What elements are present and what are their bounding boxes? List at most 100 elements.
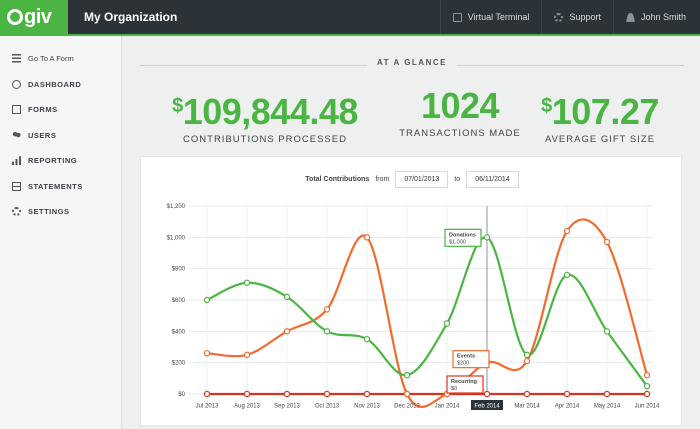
data-point-events [643, 371, 651, 379]
sidebar-item-label: USERS [28, 130, 57, 140]
data-point-recurring [483, 390, 491, 398]
to-label: to [454, 176, 461, 183]
sidebar-item-dashboard[interactable]: DASHBOARD [0, 72, 121, 98]
y-tick-label: $200 [172, 361, 186, 367]
x-tick-label: Mar 2014 [514, 404, 540, 410]
series-line-donations [206, 236, 648, 387]
data-point-recurring [323, 390, 331, 398]
y-tick-label: $0 [178, 392, 185, 398]
sidebar-item-go-to-form[interactable]: Go To A Form [0, 46, 121, 72]
menu-icon [12, 54, 21, 64]
tooltip-value: $1,000 [449, 239, 466, 245]
sidebar-item-label: FORMS [28, 105, 58, 115]
data-point-events [203, 350, 211, 357]
settings-icon [12, 207, 21, 217]
sidebar: Go To A Form DASHBOARD FORMS USERS REPOR… [0, 36, 122, 429]
from-date-input[interactable]: 07/01/2013 [395, 171, 449, 188]
qgiv-logo[interactable]: giv [0, 0, 68, 34]
data-point-recurring [363, 390, 371, 398]
currency-symbol: $ [541, 95, 552, 117]
data-point-recurring [643, 390, 651, 398]
data-point-recurring [243, 390, 251, 398]
date-range-filter: Total Contributions from 07/01/2013 to 0… [141, 171, 683, 188]
data-point-donations [283, 293, 291, 301]
logo-mark-icon [7, 9, 23, 25]
user-icon [625, 12, 635, 22]
stat-label: TRANSACTIONS MADE [399, 128, 521, 139]
section-title: AT A GLANCE [367, 58, 457, 67]
x-tick-label: Jan 2014 [435, 404, 460, 410]
data-point-events [283, 328, 291, 335]
tooltip-recurring [446, 375, 484, 394]
forms-icon [12, 105, 21, 115]
tooltip-value: $0 [451, 386, 457, 392]
nav-virtual-terminal[interactable]: Virtual Terminal [439, 0, 542, 34]
nav-user-menu[interactable]: John Smith [612, 0, 700, 34]
sidebar-item-forms[interactable]: FORMS [0, 97, 121, 123]
statements-icon [12, 181, 21, 191]
series-line-events [206, 218, 649, 408]
sidebar-item-settings[interactable]: SETTINGS [0, 199, 121, 225]
data-point-donations [523, 351, 531, 359]
data-point-recurring [603, 390, 611, 398]
sidebar-item-label: SETTINGS [28, 207, 70, 217]
sidebar-item-statements[interactable]: STATEMENTS [0, 174, 121, 200]
header-accent-line [0, 34, 700, 36]
nav-label: Virtual Terminal [467, 12, 530, 22]
x-tick-label: Aug 2013 [234, 404, 260, 410]
contributions-chart-card: Total Contributions from 07/01/2013 to 0… [140, 156, 682, 426]
stat-value: 1024 [390, 88, 530, 124]
x-tick-label: May 2014 [594, 404, 621, 410]
data-point-recurring [523, 390, 531, 398]
data-point-events [323, 306, 331, 313]
data-point-recurring [283, 390, 291, 398]
organization-title: My Organization [84, 10, 178, 24]
sidebar-item-label: DASHBOARD [28, 79, 82, 89]
terminal-icon [452, 12, 462, 22]
sidebar-item-label: Go To A Form [28, 54, 74, 64]
stat-number: 1024 [420, 85, 500, 126]
tooltip-series-label: Donations [449, 232, 476, 238]
sidebar-item-label: STATEMENTS [28, 181, 83, 191]
reporting-icon [12, 156, 21, 166]
to-date-input[interactable]: 06/11/2014 [466, 171, 519, 188]
contributions-line-chart: $0 $200 $400 $600 $800 $1,000 $1,200 Jul 2013 Au… [167, 204, 660, 410]
x-tick-label: Nov 2013 [354, 404, 380, 410]
stat-contributions: $109,844.48 CONTRIBUTIONS PROCESSED [150, 88, 380, 146]
data-point-donations [363, 335, 371, 343]
data-point-events [403, 390, 411, 398]
y-tick-label: $1,000 [167, 235, 186, 241]
nav-support[interactable]: Support [541, 0, 613, 34]
stat-label: CONTRIBUTIONS PROCESSED [183, 134, 347, 145]
sidebar-item-users[interactable]: USERS [0, 123, 121, 149]
data-point-recurring [203, 390, 211, 398]
data-point-events [603, 238, 611, 246]
sidebar-item-label: REPORTING [28, 156, 78, 166]
x-tick-label: Dec 2013 [394, 404, 420, 410]
data-point-events [523, 357, 531, 365]
stat-value: $109,844.48 [150, 88, 380, 130]
dashboard-icon [12, 79, 21, 89]
tooltip-events [452, 350, 490, 369]
logo-text: giv [24, 6, 52, 28]
stat-number: 107.27 [551, 91, 660, 132]
tooltip-series-label: Recurring [451, 379, 477, 385]
data-point-donations [203, 296, 211, 304]
top-nav: Virtual Terminal Support John Smith [439, 0, 700, 34]
data-point-donations [403, 371, 411, 379]
top-bar: giv My Organization Virtual Terminal Sup… [0, 0, 700, 34]
data-point-donations [483, 234, 491, 241]
stat-number: 109,844.48 [182, 91, 359, 132]
sidebar-item-reporting[interactable]: REPORTING [0, 148, 121, 174]
support-icon [554, 12, 564, 22]
stat-average-gift: $107.27 AVERAGE GIFT SIZE [530, 88, 670, 146]
data-point-recurring [563, 390, 571, 398]
from-label: from [375, 176, 390, 183]
data-point-events [363, 234, 371, 241]
data-point-donations [443, 320, 451, 327]
data-point-events [243, 351, 251, 359]
y-tick-label: $1,200 [167, 204, 186, 210]
x-tick-label-highlighted: Feb 2014 [474, 404, 500, 410]
x-tick-label: Oct 2013 [315, 404, 340, 410]
x-tick-label: Apr 2014 [555, 404, 580, 410]
